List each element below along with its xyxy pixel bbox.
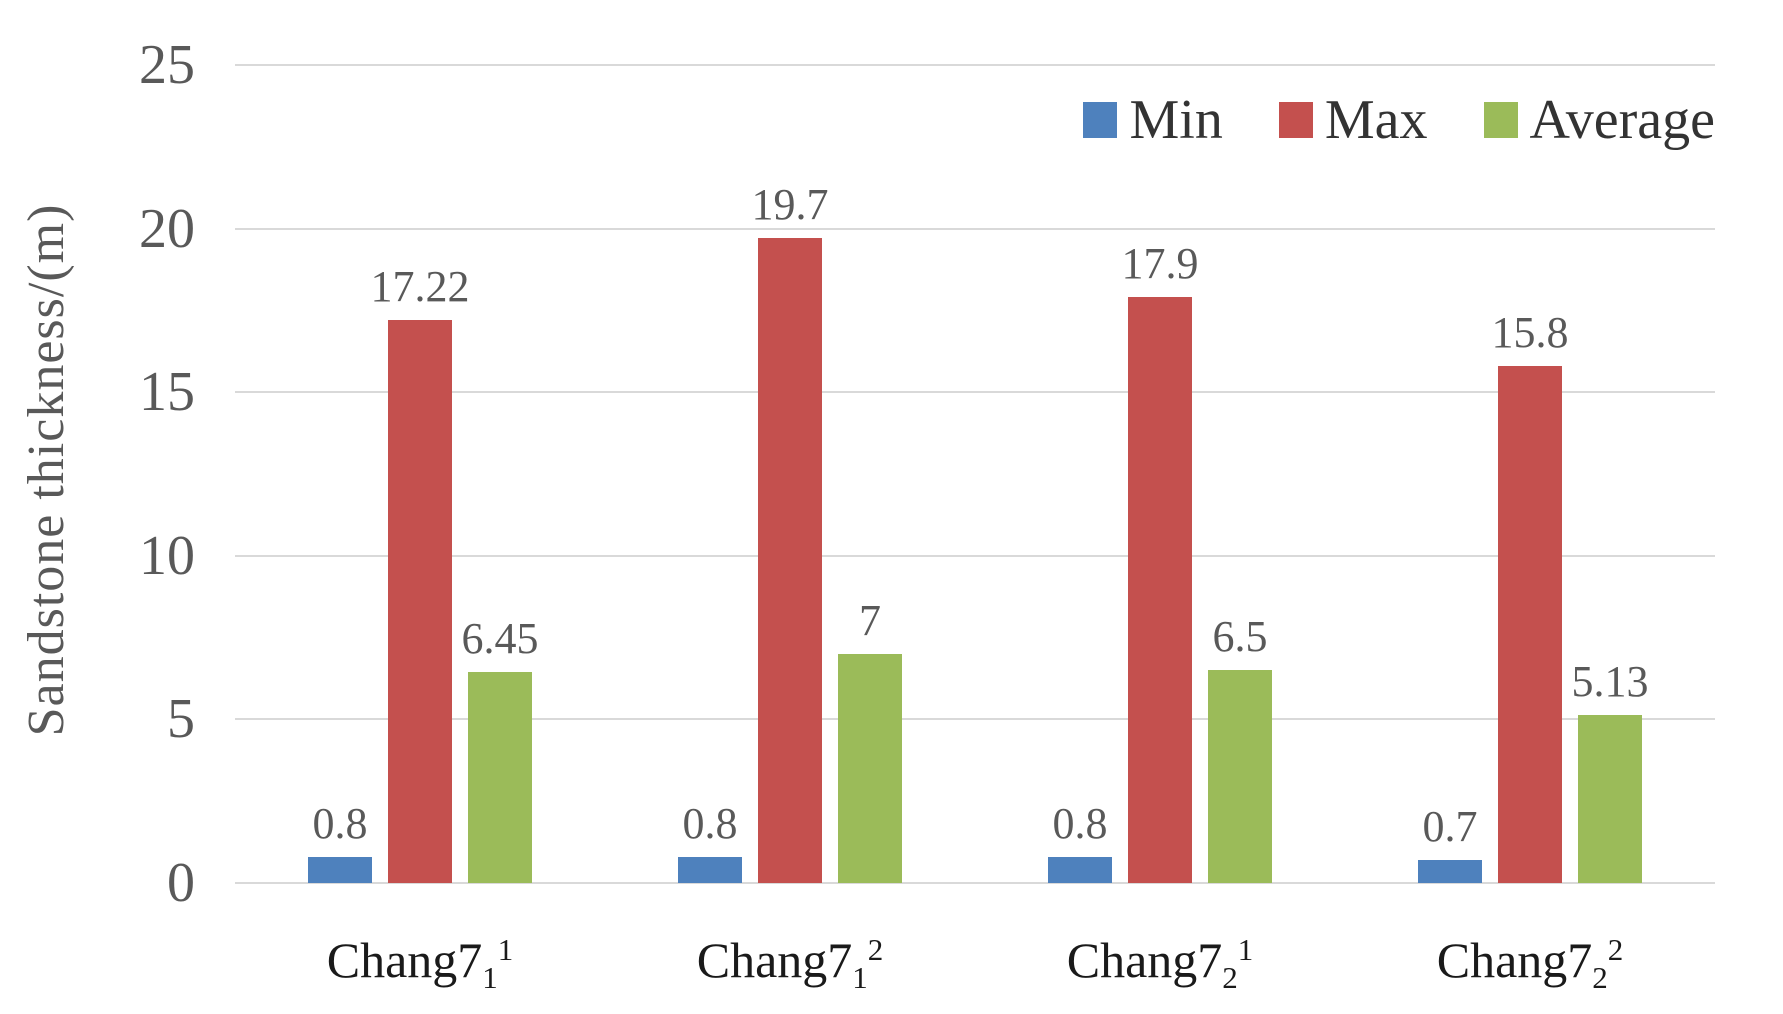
category-subscript: 1 <box>852 959 868 995</box>
y-tick-label-0: 0 <box>167 852 195 914</box>
legend-item-max: Max <box>1278 89 1428 151</box>
bar-average-group2 <box>838 653 902 883</box>
value-label-average-group3: 6.5 <box>1212 612 1268 662</box>
legend-item-average: Average <box>1483 89 1716 151</box>
legend-item-min: Min <box>1083 89 1223 151</box>
bar-min-group1 <box>308 856 372 883</box>
value-label-min-group4: 0.7 <box>1422 802 1478 852</box>
value-label-max-group2: 19.7 <box>751 180 829 230</box>
value-label-max-group1: 17.22 <box>370 261 470 311</box>
category-subscript: 2 <box>1592 959 1608 995</box>
gridline-y-0 <box>235 882 1715 884</box>
value-label-max-group4: 15.8 <box>1491 308 1569 358</box>
bar-average-group3 <box>1208 670 1272 883</box>
x-category-label-2: Chang712 <box>697 922 884 1006</box>
category-subscript: 2 <box>1222 959 1238 995</box>
category-superscript: 1 <box>497 932 514 967</box>
category-base-text: Chang7 <box>1066 932 1223 989</box>
bar-average-group4 <box>1578 715 1642 883</box>
category-superscript: 2 <box>867 932 884 967</box>
legend-swatch-max <box>1278 102 1313 138</box>
category-base-text: Chang7 <box>696 932 853 989</box>
value-label-min-group3: 0.8 <box>1052 798 1108 848</box>
y-axis-title: Sandstone thickness/(m) <box>18 203 75 737</box>
category-base-text: Chang7 <box>326 932 483 989</box>
legend-label-max: Max <box>1324 89 1428 151</box>
bar-max-group4 <box>1498 366 1562 883</box>
category-subscript: 1 <box>482 959 498 995</box>
x-category-label-4: Chang722 <box>1437 922 1624 1006</box>
x-category-label-1: Chang711 <box>327 922 514 1006</box>
gridline-y-20 <box>235 227 1715 230</box>
x-category-label-3: Chang721 <box>1067 922 1254 1006</box>
legend-swatch-average <box>1483 102 1518 138</box>
bar-min-group2 <box>678 856 742 883</box>
value-label-average-group4: 5.13 <box>1571 657 1649 707</box>
bar-min-group3 <box>1048 856 1112 883</box>
category-superscript: 2 <box>1607 932 1624 967</box>
value-label-max-group3: 17.9 <box>1121 239 1199 289</box>
y-tick-label-10: 10 <box>139 524 195 587</box>
y-tick-label-15: 15 <box>139 361 195 424</box>
legend-swatch-min <box>1083 102 1118 138</box>
value-label-min-group2: 0.8 <box>682 798 738 848</box>
legend-label-min: Min <box>1129 89 1223 151</box>
legend: Min Max Average <box>1083 90 1715 150</box>
gridline-y-5 <box>235 718 1715 721</box>
bar-max-group1 <box>388 319 452 883</box>
bar-average-group1 <box>468 671 532 883</box>
gridline-y-15 <box>235 391 1715 394</box>
y-tick-label-25: 25 <box>139 34 195 96</box>
gridline-y-10 <box>235 554 1715 557</box>
value-label-min-group1: 0.8 <box>312 798 368 848</box>
value-label-average-group2: 7 <box>859 595 881 645</box>
category-base-text: Chang7 <box>1436 932 1593 989</box>
y-tick-label-20: 20 <box>139 197 195 260</box>
value-label-average-group1: 6.45 <box>461 613 539 663</box>
category-superscript: 1 <box>1237 932 1254 967</box>
bar-max-group3 <box>1128 297 1192 883</box>
gridline-y-25 <box>235 64 1715 66</box>
bar-max-group2 <box>758 238 822 883</box>
y-tick-label-5: 5 <box>167 688 195 751</box>
bar-min-group4 <box>1418 860 1482 883</box>
legend-label-average: Average <box>1529 89 1716 151</box>
